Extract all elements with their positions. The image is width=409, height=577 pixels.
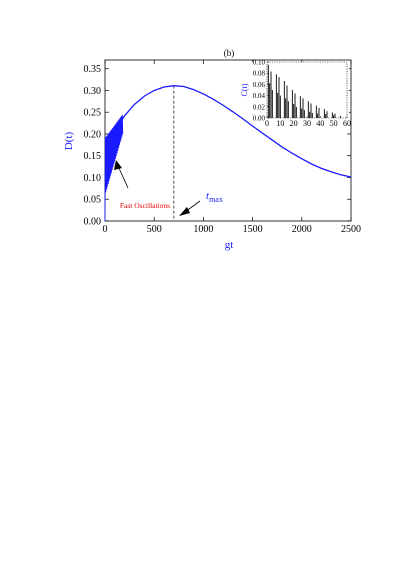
fast-oscillations-label: Fast Oscillations [120,201,170,210]
main-ytick-label: 0.25 [84,108,102,119]
main-ytick-label: 0.35 [84,64,102,75]
main-ytick-label: 0.15 [84,151,102,162]
tmax-label: tmax [206,190,223,204]
main-xtick-label: 2500 [341,224,361,235]
inset-xtick-label: 40 [316,119,324,128]
inset-ytick-label: 0.06 [253,81,266,89]
main-ylabel: D(t) [63,132,75,151]
series-line [104,85,352,178]
inset-xtick-label: 30 [303,119,311,128]
main-ytick-label: 0.00 [84,217,102,228]
main-curve-group [104,85,352,222]
main-xtick-label: 1000 [193,224,213,235]
inset-xtick-label: 0 [265,119,269,128]
main-ytick-label: 0.20 [84,129,102,140]
inset-xtick-label: 50 [330,119,338,128]
fast-oscillations-arrow [114,160,129,189]
inset-ytick-label: 0.08 [253,70,266,78]
inset-ylabel: C(t) [240,83,249,96]
main-xtick-label: 0 [103,224,108,235]
inset-xtick-label: 10 [276,119,284,128]
inset-plot: 0.00 0.02 0.04 0.06 0.08 0.10 0 10 20 30 40 50 60 C… [240,59,351,129]
inset-ytick-label: 0.04 [253,92,266,100]
main-xtick-label: 1500 [243,224,263,235]
inset-ytick-label: 0.10 [253,59,266,67]
main-ytick-label: 0.05 [84,195,102,206]
inset-ytick-label: 0.00 [253,115,266,123]
inset-xtick-label: 60 [343,119,351,128]
main-y-axis: 0.00 0.05 0.10 0.15 0.20 0.25 0.30 0.35 [84,64,351,228]
inset-x-axis: 0 10 20 30 40 50 60 [265,116,351,128]
main-plot: (b) 0.00 0.05 0.10 0.15 0.20 0.25 0.30 0.35 0 50… [63,48,361,251]
inset-bars-group [267,64,341,118]
main-xtick-label: 500 [147,224,162,235]
inset-xtick-label: 20 [290,119,298,128]
tmax-label-sub: max [209,195,223,204]
main-xlabel: gt [225,239,234,251]
main-ytick-label: 0.30 [84,86,102,97]
panel-label: (b) [224,48,235,58]
inset-ytick-label: 0.02 [253,103,266,111]
fast-oscillation-trace [104,114,124,222]
tmax-arrow [179,200,201,216]
main-xtick-label: 2000 [292,224,312,235]
tmax-label-main: t [206,190,210,202]
main-ytick-label: 0.10 [84,173,102,184]
